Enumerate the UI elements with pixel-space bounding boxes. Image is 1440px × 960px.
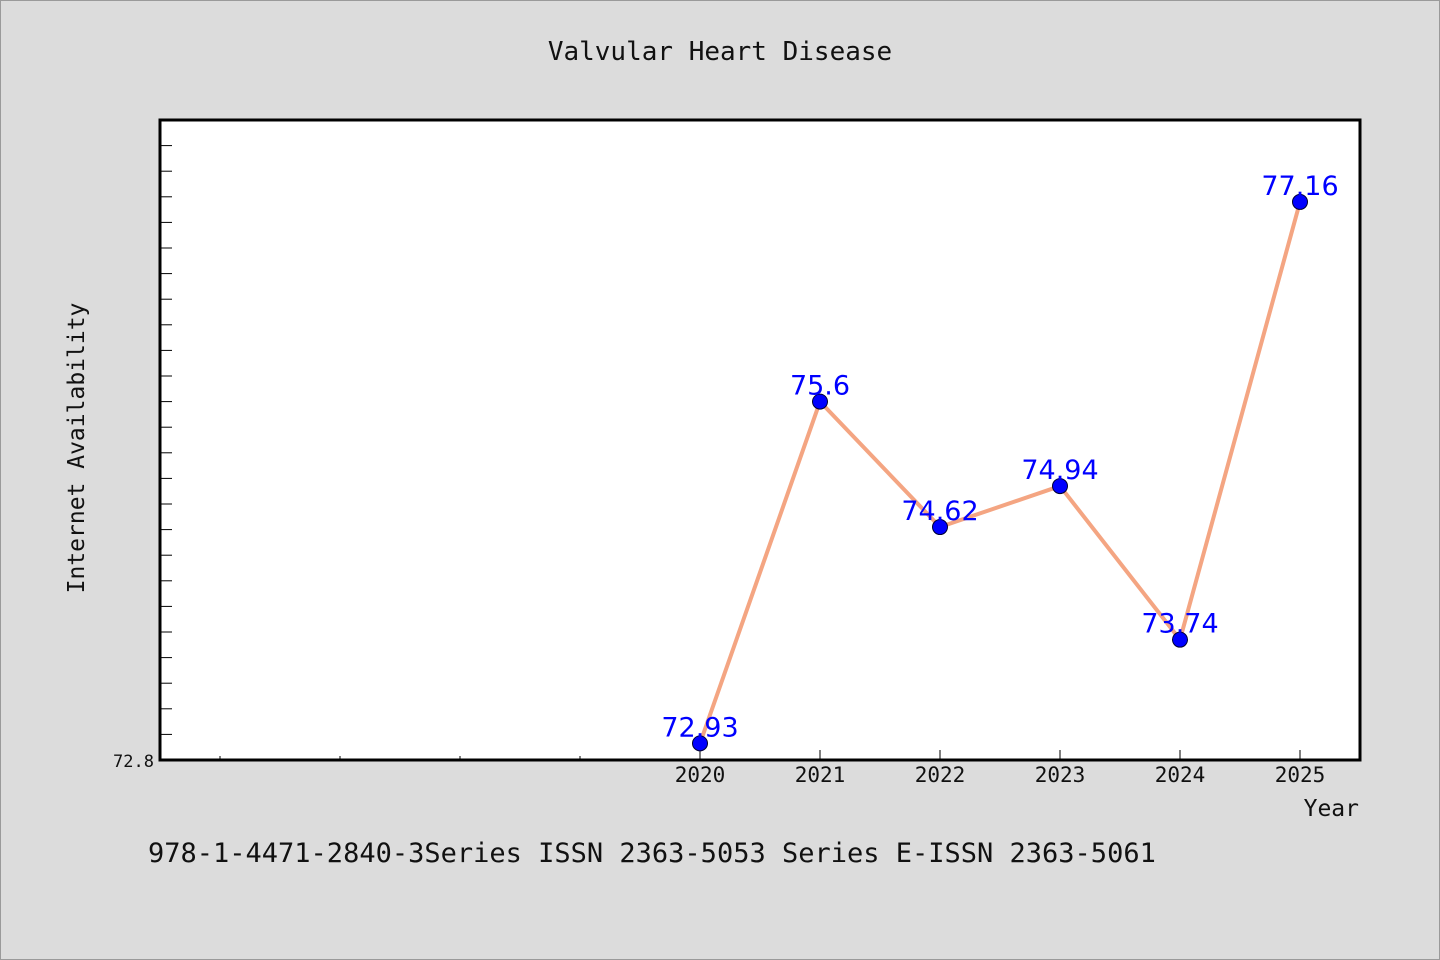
x-tick-label-2024: 2024 (1155, 763, 1206, 787)
data-point-2022 (932, 519, 948, 536)
plot-area (158, 118, 1362, 762)
data-label-2021: 75.6 (790, 371, 850, 402)
data-label-2023: 74.94 (1021, 455, 1098, 486)
x-axis-minor-ticks (219, 756, 581, 760)
chart-title: Valvular Heart Disease (548, 37, 892, 67)
y-axis-label: Internet Availability (64, 303, 90, 594)
x-tick-label-2022: 2022 (915, 763, 966, 787)
series-markers (692, 193, 1308, 752)
series-line (698, 201, 1302, 745)
footer-text: 978-1-4471-2840-3Series ISSN 2363-5053 S… (148, 838, 1156, 869)
data-point-2020 (692, 735, 708, 752)
data-labels: 72.93 75.6 74.62 74.94 73.74 77.16 (661, 171, 1338, 743)
x-tick-label-2021: 2021 (795, 763, 846, 787)
data-point-2021 (812, 393, 828, 410)
data-point-2023 (1052, 478, 1068, 495)
data-point-2024 (1172, 631, 1188, 648)
y-axis-minor-ticks (160, 145, 172, 735)
x-tick-label-2023: 2023 (1035, 763, 1086, 787)
x-tick-label-2020: 2020 (675, 763, 726, 787)
x-axis-label: Year (1304, 796, 1359, 822)
data-label-2025: 77.16 (1261, 171, 1338, 202)
data-point-2025 (1292, 193, 1308, 210)
data-label-2022: 74.62 (901, 496, 978, 527)
x-tick-label-2025: 2025 (1275, 763, 1326, 787)
data-label-2024: 73.74 (1141, 609, 1218, 640)
x-axis-tick-labels: 2020 2021 2022 2023 2024 2025 (675, 763, 1326, 787)
y-tick-label-72.8: 72.8 (113, 752, 154, 772)
x-axis-major-ticks (699, 750, 1301, 760)
data-label-2020: 72.93 (661, 712, 738, 743)
